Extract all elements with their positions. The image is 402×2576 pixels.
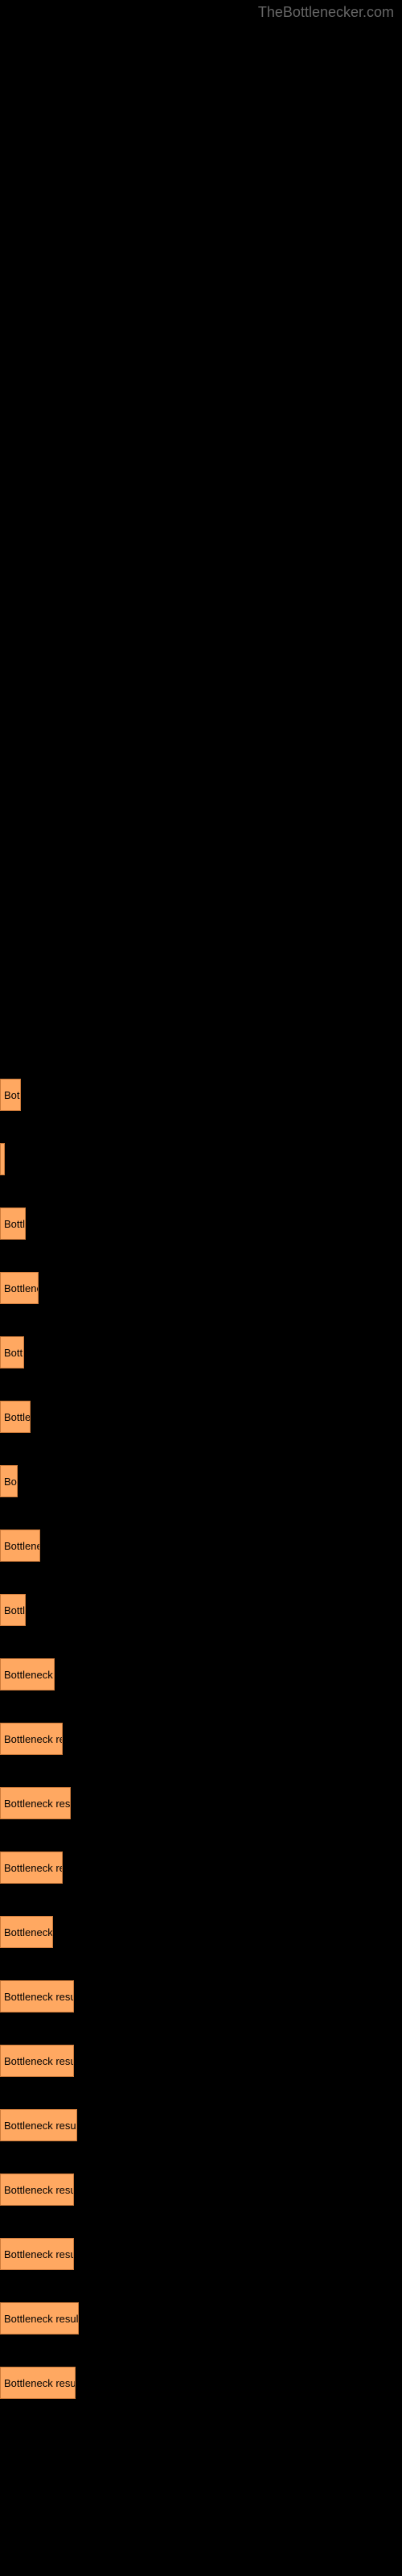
bar-row: Bottlenec xyxy=(0,1272,402,1304)
bar-row: Bottleneck resu xyxy=(0,1852,402,1884)
bar-row: Bottleneck result xyxy=(0,2109,402,2141)
bar-row xyxy=(0,1143,402,1175)
bar-3: Bottlenec xyxy=(0,1272,39,1304)
watermark-text: TheBottlenecker.com xyxy=(258,4,394,21)
bar-row: Bottleneck re xyxy=(0,1916,402,1948)
bar-row: Bottle xyxy=(0,1594,402,1626)
bar-row: Bo xyxy=(0,1465,402,1497)
bar-row: Bottlenec xyxy=(0,1530,402,1562)
bar-row: Bottleneck resu xyxy=(0,1723,402,1755)
bar-chart: Bot Bottle Bottlenec Bottle Bottlen Bo B… xyxy=(0,0,402,2399)
bar-row: Bottle xyxy=(0,1208,402,1240)
bar-13: Bottleneck re xyxy=(0,1916,53,1948)
bar-19: Bottleneck result xyxy=(0,2302,79,2334)
bar-18: Bottleneck result xyxy=(0,2238,74,2270)
bar-14: Bottleneck result xyxy=(0,1980,74,2013)
bar-10: Bottleneck resu xyxy=(0,1723,63,1755)
bar-6: Bo xyxy=(0,1465,18,1497)
bar-12: Bottleneck resu xyxy=(0,1852,63,1884)
bar-row: Bot xyxy=(0,1079,402,1111)
bar-0: Bot xyxy=(0,1079,21,1111)
bar-9: Bottleneck re xyxy=(0,1658,55,1690)
bar-4: Bottle xyxy=(0,1336,24,1368)
bar-row: Bottle xyxy=(0,1336,402,1368)
bar-20: Bottleneck result xyxy=(0,2367,76,2399)
bar-row: Bottlen xyxy=(0,1401,402,1433)
bar-row: Bottleneck result xyxy=(0,2045,402,2077)
bar-11: Bottleneck result xyxy=(0,1787,71,1819)
bar-15: Bottleneck result xyxy=(0,2045,74,2077)
bar-1 xyxy=(0,1143,5,1175)
bar-5: Bottlen xyxy=(0,1401,31,1433)
bar-8: Bottle xyxy=(0,1594,26,1626)
bar-row: Bottleneck result xyxy=(0,2302,402,2334)
bar-17: Bottleneck result xyxy=(0,2174,74,2206)
bar-row: Bottleneck result xyxy=(0,2174,402,2206)
bar-2: Bottle xyxy=(0,1208,26,1240)
bar-16: Bottleneck result xyxy=(0,2109,77,2141)
bar-7: Bottlenec xyxy=(0,1530,40,1562)
bar-row: Bottleneck result xyxy=(0,1980,402,2013)
bar-row: Bottleneck result xyxy=(0,2367,402,2399)
bar-row: Bottleneck result xyxy=(0,1787,402,1819)
bar-row: Bottleneck re xyxy=(0,1658,402,1690)
bar-row: Bottleneck result xyxy=(0,2238,402,2270)
